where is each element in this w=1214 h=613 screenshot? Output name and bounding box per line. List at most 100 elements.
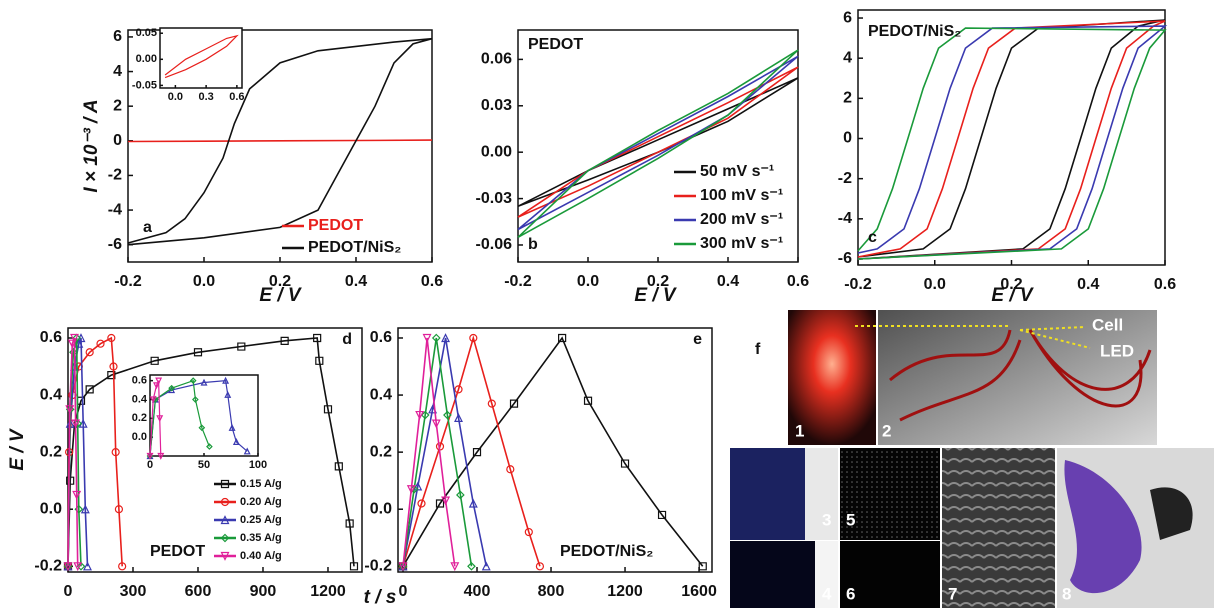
series-line (857, 19, 1166, 260)
legend-marker (220, 497, 230, 507)
x-tick-label: 0.0 (924, 276, 946, 293)
y-tick-label: 0.4 (40, 386, 62, 403)
data-point (398, 562, 408, 572)
data-point (96, 339, 105, 348)
data-point (243, 447, 251, 455)
data-point (107, 333, 116, 343)
photo-5 (840, 448, 940, 540)
data-point (70, 333, 79, 343)
y-tick-label: 0.00 (136, 53, 157, 65)
data-point (456, 490, 465, 500)
data-point (114, 505, 124, 514)
data-point (111, 448, 120, 457)
data-point (65, 405, 75, 415)
series-line (517, 77, 799, 208)
x-tick-label: 900 (250, 583, 277, 600)
x-tick-label: 0 (147, 459, 153, 471)
panel-label: f (755, 341, 761, 358)
series-line (149, 379, 210, 457)
x-tick-label: 0.6 (787, 273, 809, 290)
legend-label: 0.15 A/g (240, 478, 282, 490)
data-point (72, 490, 82, 500)
data-point (118, 562, 127, 571)
x-tick-label: 400 (464, 583, 491, 600)
legend-marker (220, 479, 230, 489)
data-point (146, 452, 154, 460)
data-point (657, 510, 667, 520)
y-tick-label: 4 (113, 63, 122, 80)
data-point (76, 561, 86, 571)
x-tick-label: 300 (120, 583, 147, 600)
photo-3-edge (805, 448, 838, 540)
y-tick-label: -2 (108, 167, 122, 184)
data-point (417, 499, 426, 508)
y-tick-label: 0.6 (370, 329, 392, 346)
photo-number: 4 (822, 584, 832, 603)
y-tick-label: 2 (113, 97, 122, 114)
legend-label: PEDOT/NiS₂ (308, 239, 401, 256)
data-point (280, 336, 289, 345)
y-axis-label: I × 10⁻³ / A (81, 99, 102, 192)
data-point (66, 476, 75, 485)
series-line (164, 34, 239, 79)
x-tick-label: 0.2 (269, 273, 291, 290)
legend-label: 50 mV s⁻¹ (700, 163, 774, 180)
data-point (206, 443, 213, 450)
y-tick-label: -4 (838, 210, 852, 227)
data-point (107, 370, 116, 380)
photo-7 (942, 448, 1055, 608)
x-tick-label: 1200 (607, 583, 643, 600)
x-tick-label: 0.0 (577, 273, 599, 290)
legend-label: PEDOT (308, 217, 363, 234)
data-point (450, 562, 460, 572)
y-tick-label: 0.06 (481, 51, 512, 68)
x-tick-label: 0.2 (647, 273, 669, 290)
y-tick-label: 0.6 (40, 329, 62, 346)
legend-marker (220, 515, 230, 525)
data-point (509, 399, 519, 408)
photo-number: 1 (795, 421, 804, 440)
panel-label: e (693, 331, 702, 348)
panel-label: d (342, 331, 352, 348)
data-point (69, 347, 78, 357)
data-point (431, 333, 441, 343)
data-point (80, 504, 90, 514)
series-line (517, 49, 799, 239)
panel-annotation: PEDOT/NiS₂ (560, 543, 653, 560)
photo-6 (840, 541, 940, 608)
data-point (85, 385, 94, 394)
data-point (71, 419, 81, 429)
data-point (200, 378, 208, 386)
series-line (402, 337, 488, 567)
data-point (72, 333, 82, 343)
data-point (481, 561, 491, 571)
y-tick-label: 0.2 (132, 412, 147, 424)
legend-marker (220, 533, 230, 543)
data-point (67, 339, 77, 349)
data-point (73, 562, 83, 572)
x-tick-label: 0.6 (1154, 276, 1176, 293)
data-point (189, 377, 197, 384)
y-tick-label: 0.2 (40, 443, 62, 460)
y-tick-label: 0.05 (136, 27, 157, 39)
fabric-device (1150, 487, 1193, 540)
data-point (198, 424, 206, 432)
series-line (127, 139, 433, 143)
data-point (157, 452, 165, 460)
data-point (224, 390, 232, 398)
data-point (232, 438, 240, 445)
y-tick-label: 0.4 (370, 386, 392, 403)
series-line (402, 337, 473, 567)
plot-frame (517, 29, 799, 263)
y-tick-label: 6 (843, 9, 852, 26)
data-point (468, 498, 478, 508)
data-point (487, 399, 496, 408)
photo-4-edge (815, 541, 838, 608)
photo-number: 8 (1062, 584, 1071, 603)
glove (1064, 460, 1142, 594)
data-point (168, 384, 175, 392)
y-tick-label: 2 (843, 90, 852, 107)
x-tick-label: 0.3 (198, 91, 213, 103)
